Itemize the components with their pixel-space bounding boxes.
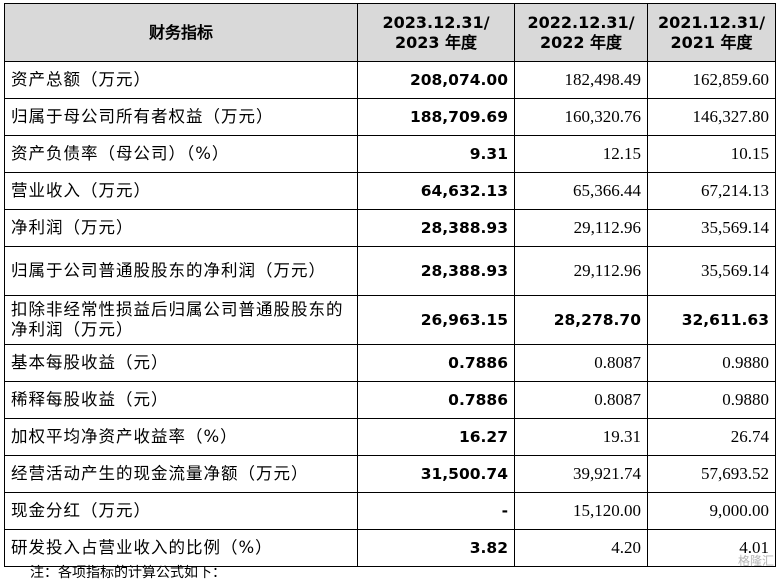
value-cell-2021: 32,611.63 bbox=[647, 295, 776, 345]
row-label: 资产负债率（母公司）（%） bbox=[4, 135, 358, 173]
row-label: 归属于母公司所有者权益（万元） bbox=[4, 98, 358, 136]
value-cell-2021: 10.15 bbox=[647, 135, 776, 173]
table-row: 归属于母公司所有者权益（万元） 188,709.69 160,320.76 146,3… bbox=[4, 98, 776, 136]
value-cell-2021: 35,569.14 bbox=[647, 246, 776, 296]
value-cell-2023: 188,709.69 bbox=[357, 98, 515, 136]
table-row: 归属于公司普通股股东的净利润（万元） 28,388.93 29,112.96 35,5… bbox=[4, 246, 776, 296]
value-cell-2023: 3.82 bbox=[357, 529, 515, 567]
value-cell-2022: 65,366.44 bbox=[514, 172, 648, 210]
value-cell-2022: 0.8087 bbox=[514, 381, 648, 419]
row-label: 扣除非经常性损益后归属公司普通股股东的净利润（万元） bbox=[4, 295, 358, 345]
header-2023: 2023.12.31/2023 年度 bbox=[357, 3, 515, 62]
row-label: 稀释每股收益（元） bbox=[4, 381, 358, 419]
value-cell-2022: 12.15 bbox=[514, 135, 648, 173]
value-cell-2023: 28,388.93 bbox=[357, 209, 515, 247]
value-cell-2023: 28,388.93 bbox=[357, 246, 515, 296]
row-label: 现金分红（万元） bbox=[4, 492, 358, 530]
watermark-logo: 格隆汇 bbox=[737, 554, 774, 568]
value-cell-2023: 31,500.74 bbox=[357, 455, 515, 493]
value-cell-2022: 182,498.49 bbox=[514, 61, 648, 99]
row-label: 营业收入（万元） bbox=[4, 172, 358, 210]
value-cell-2022: 28,278.70 bbox=[514, 295, 648, 345]
table-row: 现金分红（万元） -15,120.00 9,000.00 bbox=[4, 492, 776, 530]
value-cell-2021: 146,327.80 bbox=[647, 98, 776, 136]
value-cell-2021: 162,859.60 bbox=[647, 61, 776, 99]
value-cell-2023: 208,074.00 bbox=[357, 61, 515, 99]
value-cell-2022: 0.8087 bbox=[514, 344, 648, 382]
row-label: 净利润（万元） bbox=[4, 209, 358, 247]
value-cell-2021: 4.01 bbox=[647, 529, 776, 567]
financial-indicators-table: 财务指标 2023.12.31/2023 年度 2022.12.31/2022 … bbox=[4, 3, 776, 567]
row-label: 加权平均净资产收益率（%） bbox=[4, 418, 358, 456]
value-cell-2022: 19.31 bbox=[514, 418, 648, 456]
table-row: 营业收入（万元） 64,632.13 65,366.44 67,214.13 bbox=[4, 172, 776, 210]
value-cell-2023: 0.7886 bbox=[357, 381, 515, 419]
value-cell-2021: 0.9880 bbox=[647, 344, 776, 382]
value-cell-2022: 4.20 bbox=[514, 529, 648, 567]
value-cell-2022: 160,320.76 bbox=[514, 98, 648, 136]
value-cell-2023: 64,632.13 bbox=[357, 172, 515, 210]
value-cell-2022: 39,921.74 bbox=[514, 455, 648, 493]
table-row: 研发投入占营业收入的比例（%） 3.82 4.20 4.01 bbox=[4, 529, 776, 567]
value-cell-2021: 0.9880 bbox=[647, 381, 776, 419]
table-row: 经营活动产生的现金流量净额（万元） 31,500.74 39,921.74 57,69… bbox=[4, 455, 776, 493]
table-row: 基本每股收益（元） 0.7886 0.8087 0.9880 bbox=[4, 344, 776, 382]
value-cell-2023: 9.31 bbox=[357, 135, 515, 173]
table-row: 扣除非经常性损益后归属公司普通股股东的净利润（万元） 26,963.15 28,27… bbox=[4, 295, 776, 345]
row-label: 资产总额（万元） bbox=[4, 61, 358, 99]
value-cell-2021: 26.74 bbox=[647, 418, 776, 456]
value-cell-2023: 26,963.15 bbox=[357, 295, 515, 345]
table-row: 净利润（万元） 28,388.93 29,112.96 35,569.14 bbox=[4, 209, 776, 247]
header-2021: 2021.12.31/2021 年度 bbox=[647, 3, 776, 62]
value-cell-2023: 16.27 bbox=[357, 418, 515, 456]
footer-note: 注：各项指标的计算公式如下： bbox=[30, 565, 226, 581]
value-cell-2022: 15,120.00 bbox=[514, 492, 648, 530]
value-cell-2023: 0.7886 bbox=[357, 344, 515, 382]
value-cell-2021: 9,000.00 bbox=[647, 492, 776, 530]
row-label: 经营活动产生的现金流量净额（万元） bbox=[4, 455, 358, 493]
value-cell-2022: 29,112.96 bbox=[514, 209, 648, 247]
table-header-row: 财务指标 2023.12.31/2023 年度 2022.12.31/2022 … bbox=[4, 3, 776, 62]
row-label: 基本每股收益（元） bbox=[4, 344, 358, 382]
value-cell-2022: 29,112.96 bbox=[514, 246, 648, 296]
value-cell-2021: 67,214.13 bbox=[647, 172, 776, 210]
table-row: 资产总额（万元） 208,074.00 182,498.49 162,859.60 bbox=[4, 61, 776, 99]
table-row: 资产负债率（母公司）（%） 9.31 12.15 10.15 bbox=[4, 135, 776, 173]
header-2022: 2022.12.31/2022 年度 bbox=[514, 3, 648, 62]
row-label: 研发投入占营业收入的比例（%） bbox=[4, 529, 358, 567]
table-row: 加权平均净资产收益率（%） 16.27 19.31 26.74 bbox=[4, 418, 776, 456]
table-row: 稀释每股收益（元） 0.7886 0.8087 0.9880 bbox=[4, 381, 776, 419]
header-indicator: 财务指标 bbox=[4, 3, 358, 62]
value-cell-2021: 35,569.14 bbox=[647, 209, 776, 247]
row-label: 归属于公司普通股股东的净利润（万元） bbox=[4, 246, 358, 296]
value-cell-2021: 57,693.52 bbox=[647, 455, 776, 493]
value-cell-2023: - bbox=[357, 492, 515, 530]
